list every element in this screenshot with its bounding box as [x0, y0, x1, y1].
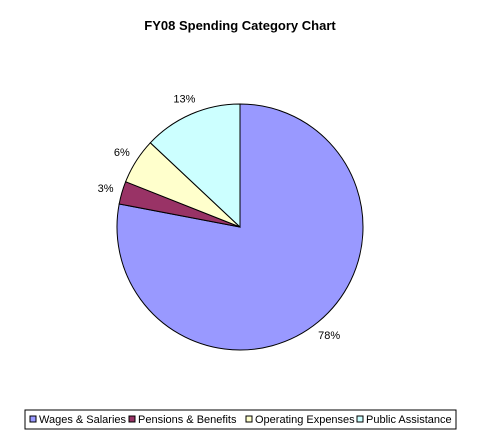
data-label-pensions-benefits: 3% — [98, 183, 114, 195]
legend-label-operating-expenses: Operating Expenses — [255, 414, 355, 426]
chart-title: FY08 Spending Category Chart — [144, 18, 336, 33]
legend-swatch-operating-expenses — [245, 415, 253, 423]
legend-label-public-assistance: Public Assistance — [366, 414, 452, 426]
data-label-operating-expenses: 6% — [114, 147, 130, 159]
legend-swatch-public-assistance — [356, 415, 364, 423]
data-label-wages-salaries: 78% — [318, 330, 340, 342]
legend-swatch-wages-salaries — [29, 415, 37, 423]
data-labels: 78% 3% 6% 13% — [98, 94, 341, 342]
pie-slice-public-assistance — [149, 103, 241, 229]
pie — [116, 103, 364, 351]
legend: Wages & Salaries Pensions & Benefits Opera… — [24, 409, 457, 430]
legend-box — [24, 409, 457, 430]
data-label-public-assistance: 13% — [173, 94, 195, 106]
legend-label-pensions-benefits: Pensions & Benefits — [138, 414, 237, 426]
legend-swatch-pensions-benefits — [128, 415, 136, 423]
legend-label-wages-salaries: Wages & Salaries — [39, 414, 127, 426]
